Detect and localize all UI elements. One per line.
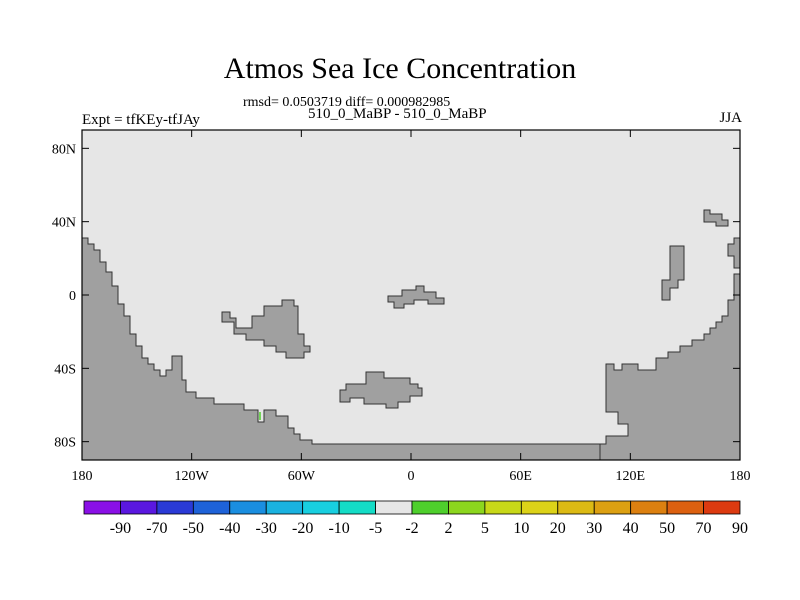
land-island-west	[221, 299, 311, 359]
lat-tick-label: 40S	[54, 362, 76, 377]
colorbar-swatch	[338, 500, 376, 515]
colorbar-swatch	[192, 500, 231, 515]
colorbar-label: 2	[444, 520, 452, 537]
colorbar-swatch	[593, 500, 632, 515]
colorbar-swatch	[448, 500, 486, 515]
lon-tick-label: 120W	[175, 469, 210, 484]
stats-line: rmsd= 0.0503719 diff= 0.000982985	[243, 95, 451, 110]
plot-subtitle: 510_0_MaBP - 510_0_MaBP	[308, 106, 487, 122]
colorbar-label: -10	[328, 520, 349, 537]
colorbar-swatch	[666, 500, 704, 515]
colorbar-label: -5	[369, 520, 382, 537]
colorbar-label: -90	[110, 520, 131, 537]
land-small-north-island	[703, 209, 729, 227]
colorbar-label: -20	[292, 520, 313, 537]
colorbar-label: 10	[513, 520, 529, 537]
lon-tick-label: 60E	[509, 469, 532, 484]
colorbar-label: 30	[586, 520, 602, 537]
plot-title: Atmos Sea Ice Concentration	[223, 52, 577, 85]
season-label: JJA	[719, 110, 742, 126]
colorbar-label: -30	[256, 520, 277, 537]
colorbar-swatch	[156, 500, 194, 515]
colorbar-label: 90	[732, 520, 748, 537]
colorbar-label: -50	[183, 520, 204, 537]
colorbar-swatch	[83, 500, 121, 515]
lon-tick-label: 60W	[288, 469, 316, 484]
lon-tick-label: 180	[72, 469, 93, 484]
colorbar-swatch	[703, 500, 741, 515]
colorbar-swatch	[520, 500, 559, 515]
colorbar-swatch	[411, 500, 449, 515]
colorbar-swatch	[120, 500, 158, 515]
land-narrow-island	[661, 245, 685, 301]
colorbar-swatch	[375, 500, 413, 515]
lat-tick-label: 0	[69, 289, 76, 304]
lon-tick-label: 120E	[616, 469, 646, 484]
colorbar-swatch	[484, 500, 522, 515]
colorbar-label: -70	[146, 520, 167, 537]
colorbar-swatch	[302, 500, 340, 515]
lat-tick-label: 80S	[54, 436, 76, 451]
colorbar-swatch	[265, 500, 304, 515]
colorbar-label: 40	[623, 520, 639, 537]
colorbar-swatch	[229, 500, 267, 515]
land-equatorial-strip	[387, 285, 445, 309]
colorbar-label: 20	[550, 520, 566, 537]
land-western-americas	[81, 237, 601, 461]
experiment-label: Expt = tfKEy-tfJAy	[82, 112, 200, 128]
colorbar-label: -2	[405, 520, 418, 537]
lon-tick-label: 180	[730, 469, 751, 484]
colorbar-swatch	[557, 500, 595, 515]
colorbar-label: 50	[659, 520, 675, 537]
colorbar-label: 5	[481, 520, 489, 537]
colorbar-swatch	[630, 500, 668, 515]
lat-tick-label: 80N	[52, 142, 76, 157]
colorbar-label: 70	[696, 520, 712, 537]
lat-tick-label: 40N	[52, 216, 76, 231]
land-southern-island	[339, 371, 423, 409]
colorbar-label: -40	[219, 520, 240, 537]
lon-tick-label: 0	[408, 469, 415, 484]
